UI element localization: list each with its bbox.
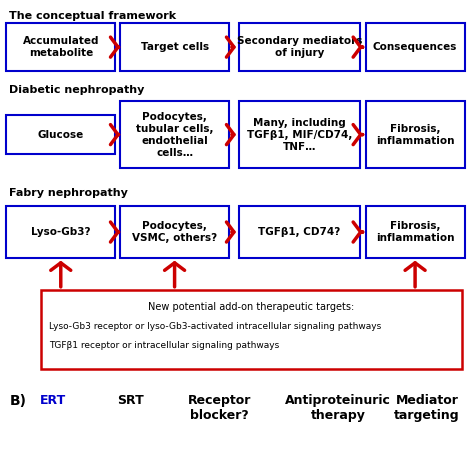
FancyBboxPatch shape	[6, 23, 115, 71]
Text: New potential add-on therapeutic targets:: New potential add-on therapeutic targets…	[148, 301, 355, 311]
Text: Fibrosis,
inflammation: Fibrosis, inflammation	[376, 221, 455, 243]
Text: TGFβ1, CD74?: TGFβ1, CD74?	[258, 227, 340, 237]
Text: Many, including
TGFβ1, MIF/CD74,
TNF…: Many, including TGFβ1, MIF/CD74, TNF…	[246, 118, 352, 152]
Text: Lyso-Gb3 receptor or lyso-Gb3-activated intracellular signaling pathways: Lyso-Gb3 receptor or lyso-Gb3-activated …	[49, 321, 381, 330]
Text: Consequences: Consequences	[373, 42, 457, 52]
FancyBboxPatch shape	[120, 23, 229, 71]
Text: Podocytes,
tubular cells,
endothelial
cells…: Podocytes, tubular cells, endothelial ce…	[136, 111, 213, 157]
FancyBboxPatch shape	[239, 101, 360, 168]
FancyBboxPatch shape	[6, 115, 115, 155]
FancyBboxPatch shape	[239, 206, 360, 258]
Text: SRT: SRT	[117, 394, 144, 407]
Text: Diabetic nephropathy: Diabetic nephropathy	[9, 85, 145, 95]
Text: Receptor
blocker?: Receptor blocker?	[187, 394, 251, 422]
FancyBboxPatch shape	[365, 206, 465, 258]
FancyBboxPatch shape	[365, 23, 465, 71]
FancyBboxPatch shape	[120, 101, 229, 168]
Text: Secondary mediators
of injury: Secondary mediators of injury	[237, 36, 362, 58]
Text: Fibrosis,
inflammation: Fibrosis, inflammation	[376, 124, 455, 146]
Text: Accumulated
metabolite: Accumulated metabolite	[23, 36, 99, 58]
Text: ERT: ERT	[40, 394, 66, 407]
Text: B): B)	[9, 394, 26, 408]
Text: Podocytes,
VSMC, others?: Podocytes, VSMC, others?	[132, 221, 217, 243]
Text: Antiproteinuric
therapy: Antiproteinuric therapy	[285, 394, 391, 422]
Text: Fabry nephropathy: Fabry nephropathy	[9, 188, 128, 198]
FancyBboxPatch shape	[41, 290, 462, 369]
Text: Target cells: Target cells	[140, 42, 209, 52]
FancyBboxPatch shape	[6, 206, 115, 258]
Text: Lyso-Gb3?: Lyso-Gb3?	[31, 227, 91, 237]
FancyBboxPatch shape	[239, 23, 360, 71]
Text: Glucose: Glucose	[37, 129, 84, 140]
Text: TGFβ1 receptor or intracellular signaling pathways: TGFβ1 receptor or intracellular signalin…	[49, 341, 279, 350]
FancyBboxPatch shape	[365, 101, 465, 168]
Text: Mediator
targeting: Mediator targeting	[394, 394, 460, 422]
FancyBboxPatch shape	[120, 206, 229, 258]
Text: The conceptual framework: The conceptual framework	[9, 11, 176, 21]
